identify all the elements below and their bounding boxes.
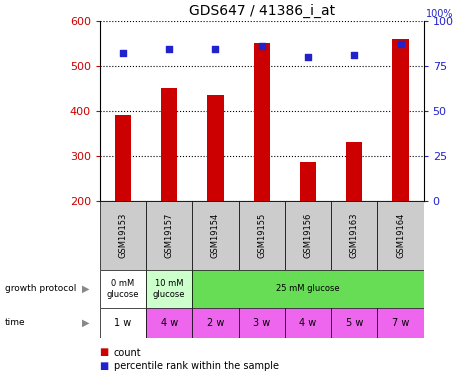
- Bar: [192, 308, 239, 338]
- Text: GSM19155: GSM19155: [257, 213, 266, 258]
- Text: GSM19156: GSM19156: [304, 213, 312, 258]
- Point: [351, 52, 358, 58]
- Bar: [239, 201, 285, 270]
- Text: 25 mM glucose: 25 mM glucose: [276, 284, 340, 293]
- Bar: [207, 95, 224, 201]
- Bar: [146, 201, 192, 270]
- Text: count: count: [114, 348, 141, 357]
- Bar: [146, 270, 192, 308]
- Bar: [285, 308, 331, 338]
- Text: ▶: ▶: [82, 284, 90, 294]
- Text: ■: ■: [100, 361, 112, 370]
- Text: 0 mM
glucose: 0 mM glucose: [107, 279, 139, 298]
- Text: GSM19163: GSM19163: [350, 213, 359, 258]
- Text: growth protocol: growth protocol: [5, 284, 76, 293]
- Text: percentile rank within the sample: percentile rank within the sample: [114, 361, 278, 370]
- Bar: [377, 308, 424, 338]
- Bar: [239, 308, 285, 338]
- Text: 100%: 100%: [426, 9, 453, 19]
- Text: 4 w: 4 w: [161, 318, 178, 328]
- Text: 7 w: 7 w: [392, 318, 409, 328]
- Text: ■: ■: [100, 348, 112, 357]
- Text: 4 w: 4 w: [300, 318, 316, 328]
- Bar: [285, 201, 331, 270]
- Point: [166, 46, 173, 53]
- Text: GSM19154: GSM19154: [211, 213, 220, 258]
- Text: 3 w: 3 w: [253, 318, 270, 328]
- Point: [304, 54, 311, 60]
- Bar: [192, 201, 239, 270]
- Text: 10 mM
glucose: 10 mM glucose: [153, 279, 185, 298]
- Text: GSM19153: GSM19153: [119, 213, 127, 258]
- Point: [397, 41, 404, 47]
- Bar: [300, 162, 316, 201]
- Bar: [331, 308, 377, 338]
- Bar: [115, 115, 131, 201]
- Bar: [146, 308, 192, 338]
- Point: [119, 50, 126, 56]
- Point: [212, 46, 219, 53]
- Text: 2 w: 2 w: [207, 318, 224, 328]
- Text: ▶: ▶: [82, 318, 90, 328]
- Text: time: time: [5, 318, 25, 327]
- Text: GSM19164: GSM19164: [396, 213, 405, 258]
- Bar: [331, 201, 377, 270]
- Text: 5 w: 5 w: [346, 318, 363, 328]
- Bar: [346, 142, 362, 201]
- Bar: [100, 201, 146, 270]
- Bar: [393, 39, 409, 201]
- Title: GDS647 / 41386_i_at: GDS647 / 41386_i_at: [189, 4, 335, 18]
- Bar: [192, 270, 424, 308]
- Bar: [254, 43, 270, 201]
- Point: [258, 43, 266, 49]
- Bar: [100, 270, 146, 308]
- Bar: [377, 201, 424, 270]
- Text: 1 w: 1 w: [114, 318, 131, 328]
- Bar: [100, 308, 146, 338]
- Text: GSM19157: GSM19157: [165, 213, 174, 258]
- Bar: [161, 88, 177, 201]
